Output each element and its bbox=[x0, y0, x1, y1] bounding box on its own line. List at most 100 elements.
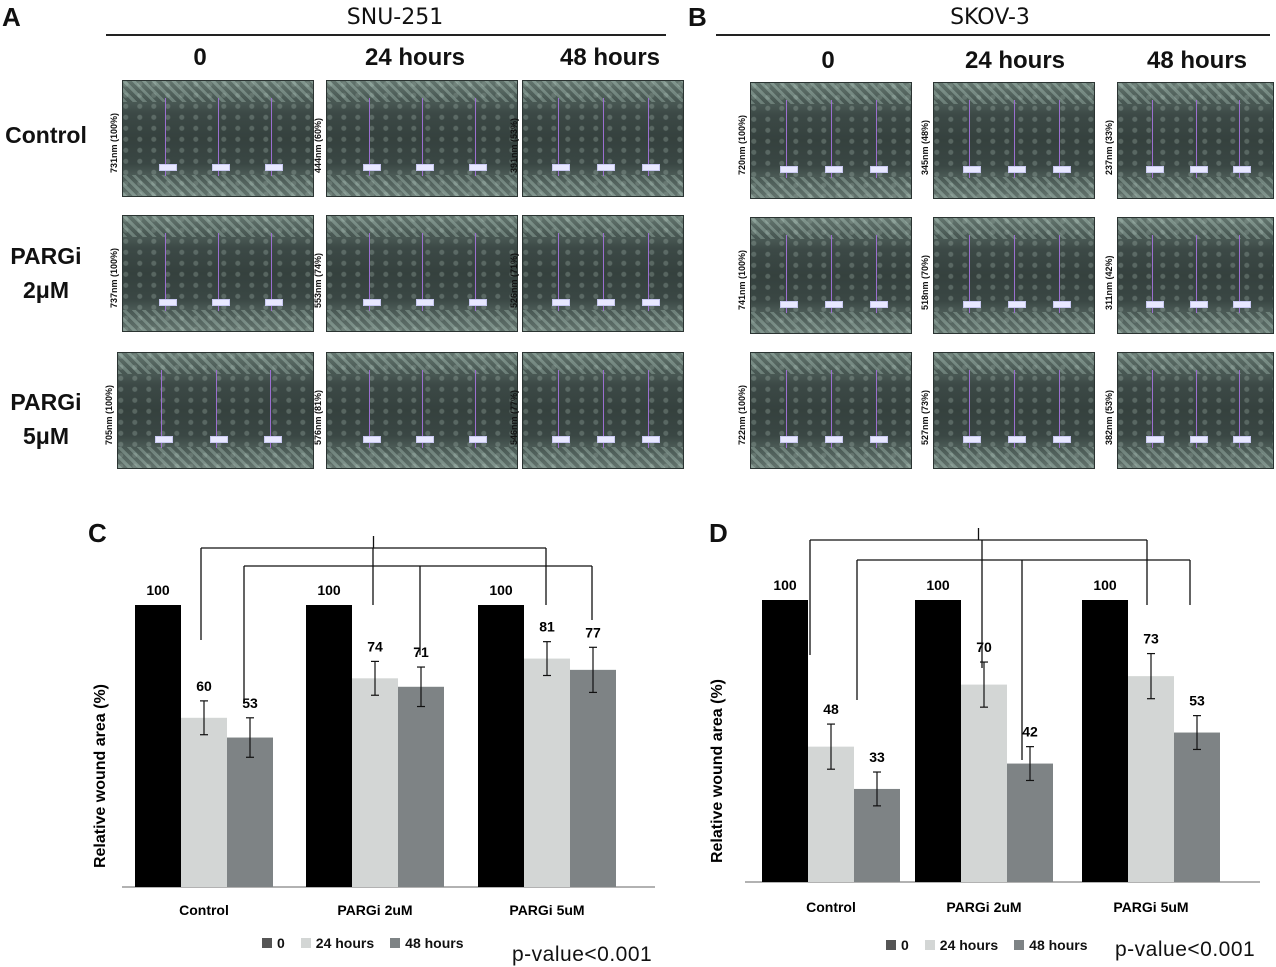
cell-band-top bbox=[523, 353, 683, 374]
measure-line bbox=[603, 98, 604, 177]
measure-line bbox=[369, 370, 370, 449]
cell-band-bottom bbox=[934, 312, 1094, 333]
scale-marker bbox=[416, 164, 434, 171]
panel-a-col-24: 24 hours bbox=[364, 44, 466, 71]
cell-band-bottom bbox=[118, 447, 313, 468]
scale-marker bbox=[642, 299, 660, 306]
measure-line bbox=[270, 370, 271, 449]
category-label-c-1: PARGi 2uM bbox=[337, 902, 412, 918]
category-label-c-2: PARGi 5uM bbox=[509, 902, 584, 918]
scale-marker bbox=[1146, 301, 1164, 308]
measure-line bbox=[369, 98, 370, 177]
bar-c-0-0 bbox=[135, 605, 181, 887]
cell-band-top bbox=[1118, 83, 1273, 104]
scale-marker bbox=[265, 164, 283, 171]
cell-band-top bbox=[118, 353, 313, 374]
micrograph-a-0-2 bbox=[522, 80, 684, 197]
measure-line bbox=[422, 98, 423, 177]
bar-d-2-1 bbox=[1128, 676, 1174, 882]
measure-line bbox=[218, 233, 219, 312]
data-label-c-1-1: 74 bbox=[367, 638, 383, 654]
cell-band-top bbox=[523, 216, 683, 237]
legend-c-swatch-0 bbox=[262, 938, 272, 948]
category-label-d-1: PARGi 2uM bbox=[946, 899, 1021, 915]
measure-line bbox=[648, 370, 649, 449]
scale-marker bbox=[416, 299, 434, 306]
panel-b-rule bbox=[716, 34, 1270, 36]
bar-d-1-2 bbox=[1007, 763, 1053, 882]
data-label-d-0-1: 48 bbox=[823, 701, 839, 717]
scale-marker bbox=[469, 299, 487, 306]
scale-marker bbox=[416, 436, 434, 443]
row-pargi-5um-line1: PARGi bbox=[10, 389, 82, 415]
measure-line bbox=[969, 370, 970, 449]
scale-marker bbox=[1146, 436, 1164, 443]
data-label-d-1-2: 42 bbox=[1022, 724, 1038, 740]
data-label-c-0-0: 100 bbox=[146, 582, 170, 598]
bar-c-2-2 bbox=[570, 669, 616, 887]
legend-c-label-0: 0 bbox=[277, 935, 285, 951]
measure-line bbox=[603, 233, 604, 312]
cell-band-top bbox=[327, 81, 517, 102]
row-pargi-2um-line2: 2μM bbox=[22, 277, 70, 303]
bar-c-1-0 bbox=[306, 605, 352, 887]
measure-line bbox=[218, 98, 219, 177]
measure-line bbox=[558, 233, 559, 312]
bar-c-2-1 bbox=[524, 658, 570, 887]
legend-d-label-24: 24 hours bbox=[939, 937, 999, 953]
measure-line bbox=[165, 98, 166, 177]
measure-line bbox=[1239, 235, 1240, 314]
legend-c-item-0: 0 bbox=[262, 935, 285, 951]
cell-band-top bbox=[934, 83, 1094, 104]
row-control: Control bbox=[5, 122, 87, 148]
scale-marker bbox=[1146, 166, 1164, 173]
data-label-d-0-2: 33 bbox=[869, 749, 885, 765]
legend-d-item-24: 24 hours bbox=[924, 937, 999, 953]
micrograph-b-0-1 bbox=[933, 82, 1095, 199]
measure-line bbox=[1059, 370, 1060, 449]
measure-line bbox=[475, 233, 476, 312]
measure-line bbox=[786, 100, 787, 179]
micrograph-a-0-0 bbox=[122, 80, 314, 197]
cell-band-top bbox=[523, 81, 683, 102]
measure-line bbox=[1239, 370, 1240, 449]
data-label-d-2-0: 100 bbox=[1093, 577, 1117, 593]
scale-marker bbox=[363, 164, 381, 171]
measure-line bbox=[831, 235, 832, 314]
micrograph-a-2-1 bbox=[326, 352, 518, 469]
legend-d-label-48: 48 hours bbox=[1029, 937, 1088, 953]
legend-c-swatch-24 bbox=[300, 938, 311, 948]
panel-a-rule bbox=[106, 34, 666, 36]
measure-line bbox=[648, 98, 649, 177]
bar-c-1-1 bbox=[352, 678, 398, 887]
micrograph-a-1-1 bbox=[326, 215, 518, 332]
category-label-d-0: Control bbox=[806, 899, 856, 915]
legend-c-item-24: 24 hours bbox=[300, 935, 374, 951]
cell-band-top bbox=[934, 218, 1094, 239]
measure-line bbox=[786, 370, 787, 449]
cell-band-bottom bbox=[523, 175, 683, 196]
scale-marker bbox=[552, 436, 570, 443]
measure-line bbox=[1196, 235, 1197, 314]
measure-line bbox=[876, 370, 877, 449]
micrograph-b-0-2 bbox=[1117, 82, 1274, 199]
panel-letter-c: C bbox=[88, 518, 107, 548]
measure-line bbox=[1014, 100, 1015, 179]
micrograph-a-0-1 bbox=[326, 80, 518, 197]
legend-d-swatch-24 bbox=[924, 940, 935, 950]
scale-marker bbox=[159, 299, 177, 306]
cell-band-bottom bbox=[523, 447, 683, 468]
scale-marker bbox=[1053, 166, 1071, 173]
measure-line bbox=[969, 100, 970, 179]
data-label-c-2-1: 81 bbox=[539, 619, 555, 635]
scale-marker bbox=[870, 166, 888, 173]
scale-marker bbox=[1053, 301, 1071, 308]
scale-marker bbox=[780, 166, 798, 173]
scale-marker bbox=[210, 436, 228, 443]
data-label-d-0-0: 100 bbox=[773, 577, 797, 593]
cell-band-bottom bbox=[327, 447, 517, 468]
micrograph-b-2-0 bbox=[750, 352, 912, 469]
scale-marker bbox=[1233, 301, 1251, 308]
legend-d-swatch-0 bbox=[886, 940, 896, 950]
scale-marker bbox=[870, 436, 888, 443]
